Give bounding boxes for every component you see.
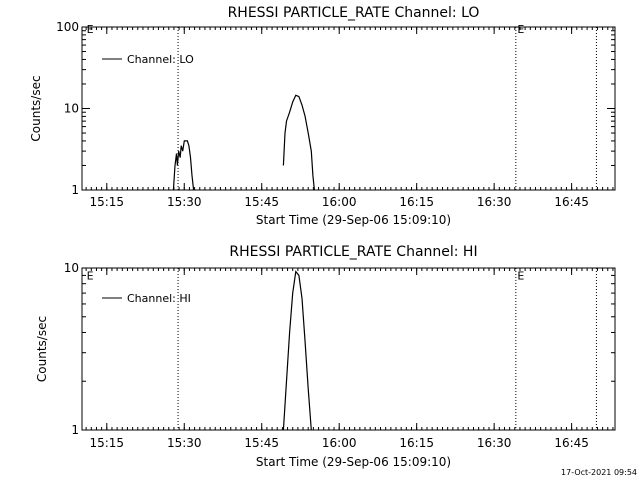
event-marker: E [517, 269, 524, 282]
event-marker: E [87, 23, 94, 36]
x-tick-label: 16:00 [322, 436, 357, 450]
series-line [172, 140, 195, 191]
x-axis-label: Start Time (29-Sep-06 15:09:10) [256, 455, 451, 469]
y-tick-label: 100 [56, 20, 79, 34]
legend-label: Channel: HI [127, 292, 191, 305]
y-tick-label: 10 [64, 261, 79, 275]
x-tick-label: 16:30 [477, 436, 512, 450]
event-marker: E [517, 23, 524, 36]
plot-frame [81, 267, 616, 431]
y-tick-label: 10 [64, 102, 79, 116]
series-line [282, 270, 312, 431]
x-tick-label: 16:30 [477, 195, 512, 209]
series-line [282, 94, 315, 191]
x-tick-label: 16:15 [399, 436, 434, 450]
x-tick-label: 16:00 [322, 195, 357, 209]
x-tick-label: 15:30 [167, 195, 202, 209]
x-tick-label: 16:45 [554, 436, 589, 450]
event-marker: E [87, 269, 94, 282]
y-tick-label: 1 [71, 423, 79, 437]
x-tick-label: 16:45 [554, 195, 589, 209]
date-stamp: 17-Oct-2021 09:54 [561, 468, 637, 477]
y-axis-label: Counts/sec [35, 316, 49, 382]
x-tick-label: 15:45 [244, 436, 279, 450]
x-tick-label: 16:15 [399, 195, 434, 209]
x-tick-label: 15:45 [244, 195, 279, 209]
x-tick-label: 15:15 [89, 436, 124, 450]
lo-channel-panel: RHESSI PARTICLE_RATE Channel: LO Start Ti… [29, 5, 616, 227]
legend-label: Channel: LO [127, 53, 194, 66]
y-tick-label: 1 [71, 183, 79, 197]
x-tick-label: 15:15 [89, 195, 124, 209]
hi-channel-panel: RHESSI PARTICLE_RATE Channel: HI Start Ti… [35, 244, 616, 469]
chart-title: RHESSI PARTICLE_RATE Channel: HI [229, 244, 477, 260]
x-tick-label: 15:30 [167, 436, 202, 450]
x-axis-label: Start Time (29-Sep-06 15:09:10) [256, 213, 451, 227]
chart-title: RHESSI PARTICLE_RATE Channel: LO [228, 5, 480, 21]
plot-frame [81, 26, 616, 191]
y-axis-label: Counts/sec [29, 75, 43, 141]
